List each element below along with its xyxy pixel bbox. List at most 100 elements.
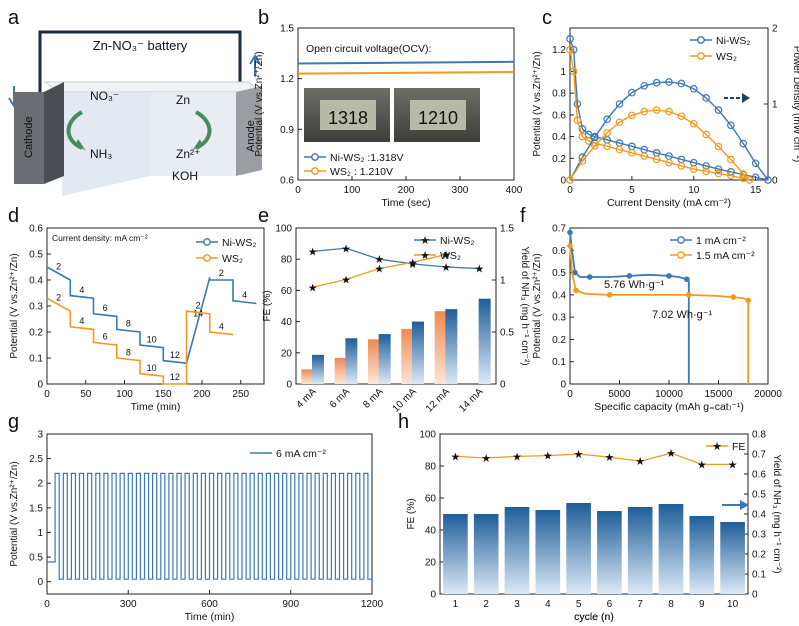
- panel-a: a Zn-NO₃⁻ battery Cathode Anode NO₃⁻ NH₃…: [8, 7, 264, 196]
- legend-marker-d: [203, 254, 211, 262]
- bar-h: [443, 514, 468, 594]
- series-marker-c: [739, 139, 748, 148]
- series-marker-c: [714, 106, 723, 114]
- series-marker-c: [603, 129, 611, 137]
- chart-g-axes: 0 300 600 900 1200 0 0.5 1 1.5 2 2.5 3 Time (min) Pot…: [9, 430, 384, 624]
- y2-tick-label-h: 0.1: [752, 570, 766, 581]
- series-marker-c: [578, 132, 587, 141]
- series-marker-c: [573, 116, 582, 125]
- step-label-d: 2: [196, 301, 201, 311]
- x-axis-title-f: Specific capacity (mAh g₌cat₎⁻¹): [594, 401, 744, 413]
- series-marker-c: [628, 88, 636, 97]
- chart-h-axes: 0 20 40 60 80 100 cycle (n) FE (%) 0 0.1 0.2 0.3 0.4…: [406, 430, 782, 624]
- legend-marker-b: [311, 153, 319, 161]
- legend-label-h: FE: [732, 441, 745, 453]
- chart-f-axes: 0 5000 10000 15000 20000 0 0.1 0.2 0.3 0.4 0.5 0.6 0…: [532, 224, 782, 414]
- y2-tick-label-c: 1: [772, 100, 778, 111]
- x-tick-label-g: 0: [44, 599, 50, 610]
- x-category-e: 6 mA: [328, 386, 353, 411]
- y2-tick-label-c: 0: [772, 176, 778, 187]
- x-category-e: 4 mA: [295, 386, 320, 411]
- series-line-e: [312, 253, 447, 288]
- y-tick-label-e: 60: [281, 286, 293, 297]
- x-tick-label-f: 20000: [754, 389, 782, 400]
- y-tick-label-f: 0.1: [552, 357, 566, 368]
- y-axis-title-g: Potential (V vs.Zn²⁺/Zn): [9, 461, 20, 566]
- cathode-label: Cathode: [23, 116, 35, 158]
- x-tick-label-c: 10: [688, 185, 700, 196]
- series-line-g: [47, 472, 372, 580]
- y-tick-label-c: 1: [560, 67, 566, 78]
- series-marker-h: ★: [604, 452, 614, 464]
- step-label-d: 12: [170, 372, 180, 382]
- series-marker-c: [677, 162, 686, 170]
- panel-d: d 0 50 100 150 200 250 0 0.1 0.2 0.3 0.4 0.5 0.6 Time…: [8, 205, 265, 413]
- x-tick-label-b: 100: [344, 185, 361, 196]
- x-tick-label-d: 150: [155, 389, 172, 400]
- step-label-d: 2: [56, 262, 61, 272]
- legend-label-d: WS₂: [222, 253, 243, 265]
- series-marker-c: [603, 115, 611, 124]
- y2-tick-label-h: 0.4: [752, 510, 766, 521]
- series-marker-c: [702, 162, 710, 170]
- y2-tick-label-h: 0: [752, 590, 758, 601]
- panel-letter-f: f: [520, 205, 526, 227]
- step-label-d: 4: [219, 321, 224, 331]
- battery-label: Zn-NO₃⁻ battery: [93, 38, 188, 53]
- y-tick-label-d: 0.5: [29, 250, 43, 261]
- series-line-c: [569, 49, 750, 181]
- x-category-h: 1: [453, 599, 459, 610]
- series-marker-c: [677, 112, 686, 120]
- series-marker-e: ★: [308, 282, 318, 294]
- panel-letter-c: c: [542, 7, 552, 29]
- ocv-photo-2-lcd: [410, 100, 466, 130]
- legend-label-d: Ni-WS₂: [222, 237, 256, 249]
- bar-h: [473, 514, 499, 594]
- x-tick-label-c: 0: [567, 185, 573, 196]
- series-marker-c: [603, 142, 611, 151]
- x-category-h: 8: [668, 599, 674, 610]
- cathode-plate: [14, 92, 44, 184]
- y-tick-label-b: 1.2: [280, 74, 294, 85]
- step-label-d: 2: [56, 293, 61, 303]
- y2-tick-label-h: 0.6: [752, 470, 766, 481]
- series-line-c: [569, 109, 750, 181]
- series-marker-f: [567, 229, 573, 236]
- series-marker-c: [665, 107, 673, 116]
- legend-marker-e: ★: [420, 250, 430, 262]
- y-axis-title-c: Potential (V vs.Zn²⁺/Zn): [532, 51, 543, 156]
- series-line-e: [312, 247, 480, 270]
- ocv-photo-1-reading: 1318: [328, 108, 368, 128]
- legend-marker-f: [677, 251, 685, 259]
- series-marker-c: [665, 158, 673, 167]
- y2-tick-label-h: 0.5: [752, 490, 766, 501]
- series-marker-c: [578, 157, 587, 165]
- series-marker-c: [640, 107, 649, 116]
- y-tick-label-e: 20: [281, 348, 293, 359]
- x-tick-label-b: 300: [452, 185, 469, 196]
- legend-marker-c: [697, 36, 705, 44]
- step-label-d: 10: [147, 363, 157, 373]
- y-tick-label-g: 1: [37, 528, 43, 539]
- y2-axis-title-c: Power Density (mW cm⁻²): [791, 46, 799, 162]
- series-marker-c: [689, 85, 698, 93]
- panel-letter-g: g: [8, 411, 19, 433]
- y-tick-label-f: 0.4: [552, 290, 566, 301]
- zn2-label: Zn²⁺: [176, 147, 200, 161]
- legend-label-b: WS₂ : 1.210V: [330, 166, 393, 178]
- series-marker-c: [702, 167, 710, 176]
- chart-e-axes: 0 20 40 60 80 100 FE (%) 0 0.5 1 1.5 Yield of NH₃ (…: [262, 224, 530, 415]
- ocv-photo-1-lcd: [320, 100, 376, 130]
- series-marker-c: [615, 100, 624, 108]
- series-marker-c: [677, 79, 686, 88]
- y-tick-label-d: 0.6: [29, 224, 43, 235]
- panel-letter-d: d: [8, 205, 19, 227]
- y-axis-title-f: Potential (V vs.Zn²⁺/Zn): [532, 253, 543, 358]
- series-marker-c: [665, 78, 673, 86]
- series-marker-c: [590, 142, 599, 150]
- nh3-label: NH₃: [90, 147, 112, 161]
- series-marker-c: [727, 121, 735, 130]
- series-marker-f: [666, 273, 672, 279]
